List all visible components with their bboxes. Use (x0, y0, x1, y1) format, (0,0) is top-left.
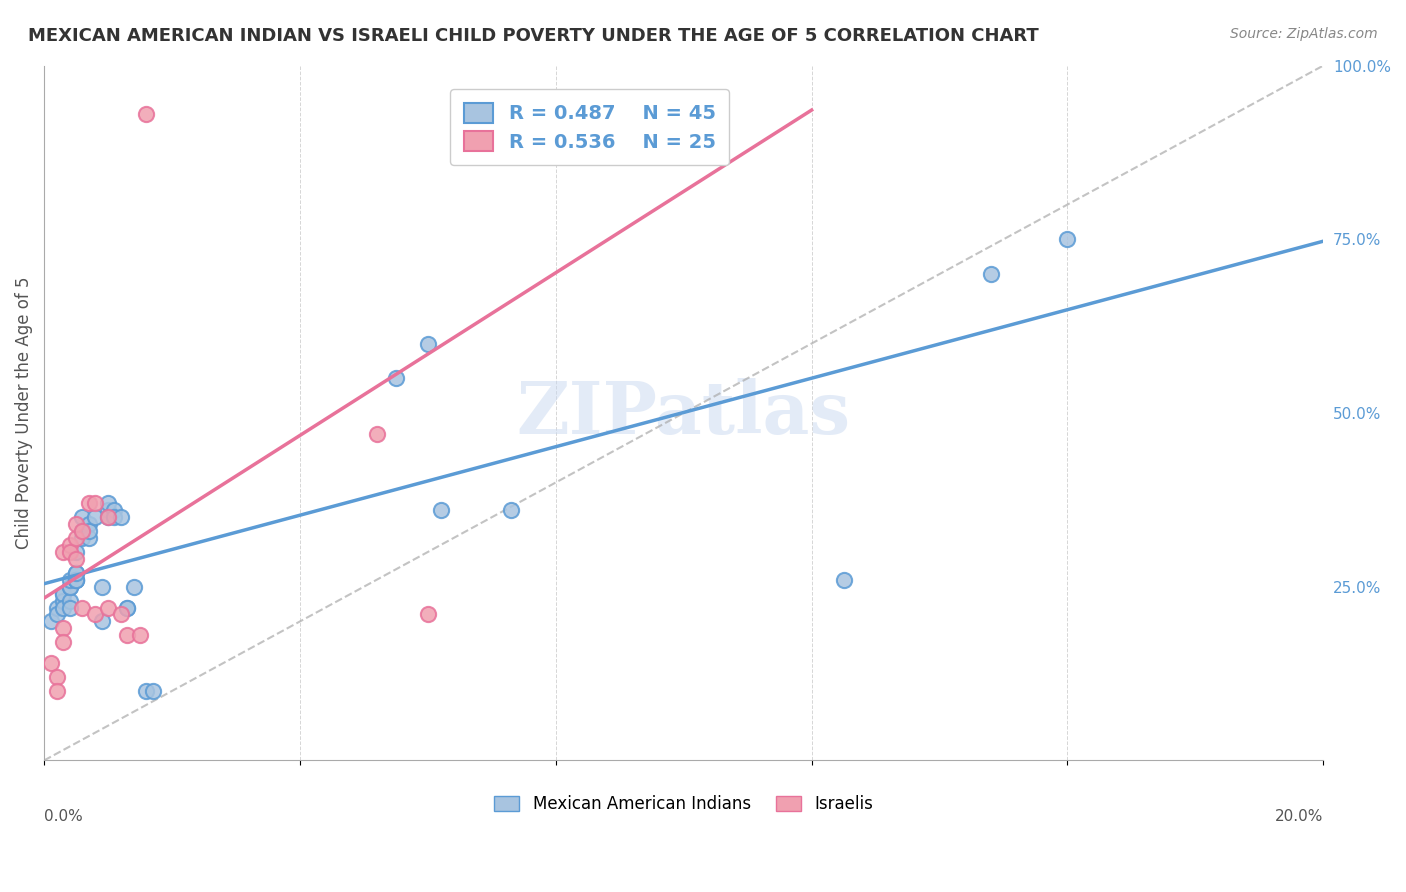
Point (142, 684, 165, 698)
Point (39, 615, 62, 629)
Point (72, 600, 94, 615)
Point (52, 621, 75, 635)
Point (59, 600, 82, 615)
Point (59, 538, 82, 552)
Point (39, 656, 62, 670)
Point (77, 517, 100, 532)
Point (416, 607, 439, 622)
Point (129, 628, 152, 642)
Point (468, 107, 491, 121)
Point (366, 426, 388, 441)
Point (77, 531, 100, 545)
Point (103, 503, 125, 517)
Point (45, 684, 67, 698)
Point (59, 580, 82, 594)
Point (65, 552, 87, 566)
Point (65, 566, 87, 580)
Point (416, 336, 439, 351)
Text: MEXICAN AMERICAN INDIAN VS ISRAELI CHILD POVERTY UNDER THE AGE OF 5 CORRELATION : MEXICAN AMERICAN INDIAN VS ISRAELI CHILD… (28, 27, 1039, 45)
Point (385, 371, 408, 385)
Point (97, 503, 120, 517)
Point (110, 607, 132, 622)
Point (97, 496, 120, 510)
Text: Source: ZipAtlas.com: Source: ZipAtlas.com (1230, 27, 1378, 41)
Text: 20.0%: 20.0% (1275, 809, 1323, 824)
Text: ZIPatlas: ZIPatlas (516, 377, 851, 449)
Point (117, 600, 139, 615)
Point (52, 600, 75, 615)
Point (59, 573, 82, 587)
Point (122, 580, 145, 594)
Point (117, 600, 139, 615)
Point (110, 510, 132, 524)
Point (45, 600, 67, 615)
Point (135, 684, 157, 698)
Point (499, 503, 522, 517)
Point (45, 607, 67, 622)
Point (65, 517, 87, 532)
Point (59, 593, 82, 607)
Point (84, 496, 107, 510)
Point (65, 531, 87, 545)
Point (52, 587, 75, 601)
Point (117, 628, 139, 642)
Point (84, 607, 107, 622)
Point (52, 545, 75, 559)
Point (72, 524, 94, 538)
Legend: Mexican American Indians, Israelis: Mexican American Indians, Israelis (486, 787, 882, 822)
Text: 0.0%: 0.0% (44, 809, 83, 824)
Point (97, 510, 120, 524)
Point (90, 615, 112, 629)
Point (77, 496, 100, 510)
Y-axis label: Child Poverty Under the Age of 5: Child Poverty Under the Age of 5 (15, 277, 32, 549)
Point (45, 670, 67, 684)
Point (72, 524, 94, 538)
Point (97, 600, 120, 615)
Point (59, 580, 82, 594)
Point (103, 510, 125, 524)
Point (65, 573, 87, 587)
Point (52, 587, 75, 601)
Point (59, 545, 82, 559)
Point (52, 635, 75, 649)
Point (1056, 232, 1078, 246)
Point (84, 510, 107, 524)
Point (52, 593, 75, 607)
Point (90, 580, 112, 594)
Point (832, 573, 855, 587)
Point (980, 267, 1002, 281)
Point (97, 510, 120, 524)
Point (135, 107, 157, 121)
Point (65, 566, 87, 580)
Point (65, 573, 87, 587)
Point (72, 531, 94, 545)
Point (65, 573, 87, 587)
Point (77, 524, 100, 538)
Point (72, 510, 94, 524)
Point (65, 545, 87, 559)
Point (429, 503, 451, 517)
